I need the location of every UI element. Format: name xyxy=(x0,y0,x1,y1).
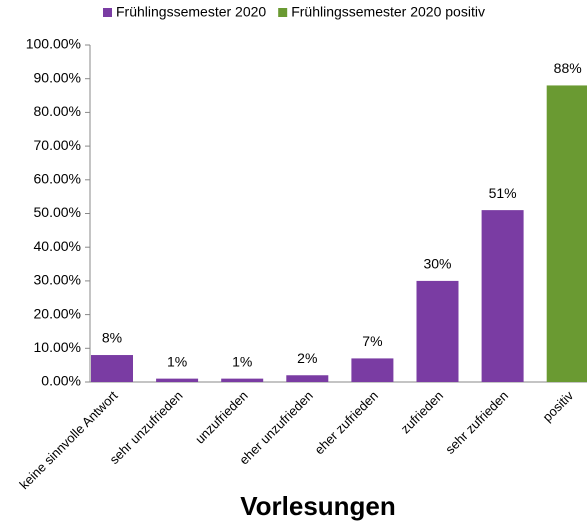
y-tick-label: 20.00% xyxy=(34,305,81,321)
data-label: 8% xyxy=(102,330,122,346)
legend-swatch xyxy=(278,8,288,17)
data-label: 7% xyxy=(362,333,382,349)
bar xyxy=(351,358,394,382)
bar xyxy=(481,210,524,382)
data-label: 88% xyxy=(554,60,582,76)
data-label: 30% xyxy=(423,256,451,272)
legend-swatch xyxy=(103,8,112,17)
legend-label: Frühlingssemester 2020 positiv xyxy=(291,4,485,20)
bar xyxy=(416,280,459,382)
bar xyxy=(286,375,329,382)
x-axis-title: Vorlesungen xyxy=(240,491,396,521)
y-tick-label: 60.00% xyxy=(34,171,81,187)
y-tick-label: 0.00% xyxy=(41,373,81,389)
x-tick-label: eher zufrieden xyxy=(312,388,381,457)
bar xyxy=(221,378,264,382)
data-label: 2% xyxy=(297,350,317,366)
data-label: 51% xyxy=(489,185,517,201)
y-tick-label: 10.00% xyxy=(34,339,81,355)
y-tick-label: 40.00% xyxy=(34,238,81,254)
y-tick-label: 30.00% xyxy=(34,272,81,288)
x-tick-label: zufrieden xyxy=(398,388,446,436)
x-tick-label: sehr zufrieden xyxy=(442,388,511,457)
x-tick-label: keine sinnvolle Antwort xyxy=(16,388,120,492)
y-tick-label: 100.00% xyxy=(26,36,81,52)
y-tick-label: 70.00% xyxy=(34,137,81,153)
x-tick-label: unzufrieden xyxy=(192,388,251,447)
x-tick-label: positiv xyxy=(540,388,577,425)
bar xyxy=(546,85,587,382)
y-tick-label: 80.00% xyxy=(34,103,81,119)
bar xyxy=(91,355,133,382)
legend-label: Frühlingssemester 2020 xyxy=(116,4,266,20)
data-label: 1% xyxy=(232,353,252,369)
bar xyxy=(156,378,199,382)
y-tick-label: 50.00% xyxy=(34,204,81,220)
y-tick-label: 90.00% xyxy=(34,69,81,85)
data-label: 1% xyxy=(167,353,187,369)
